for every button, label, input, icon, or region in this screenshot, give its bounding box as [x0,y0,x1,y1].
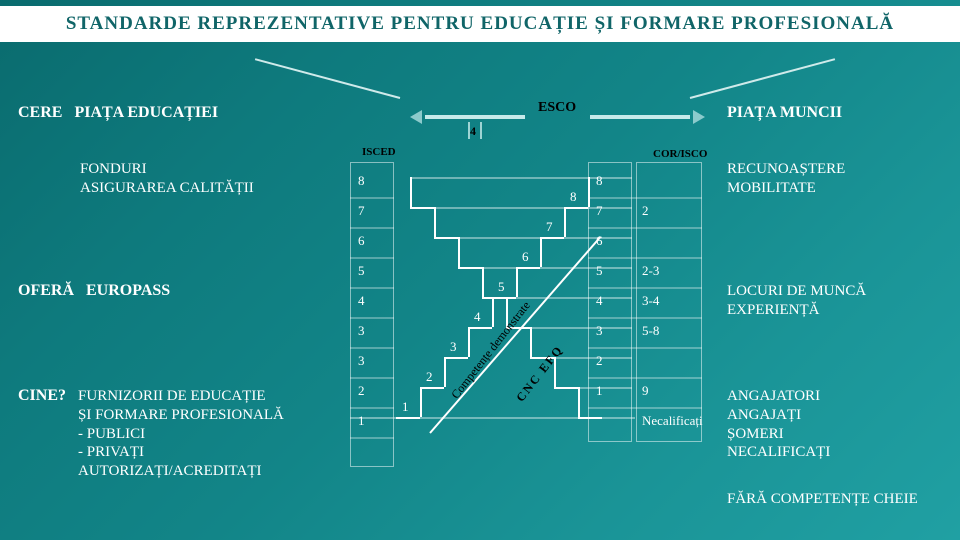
fan-line [690,58,835,99]
cor-mapping: 5-8 [642,323,659,339]
arrow4-shaft-l [468,122,470,139]
small-4-label: 4 [470,124,476,139]
isced-label: ISCED [362,146,396,158]
isced-level: 1 [358,413,365,429]
efq-level: 4 [596,293,603,309]
isced-level: 7 [358,203,365,219]
cor-mapping: 2 [642,203,649,219]
cor-isco-label: COR/ISCO [653,148,707,160]
isced-level: 5 [358,263,365,279]
page-title: STANDARDE REPREZENTATIVE PENTRU EDUCAȚIE… [0,6,960,42]
efq-level: 7 [596,203,603,219]
fara-competente: FĂRĂ COMPETENȚE CHEIE [727,490,942,509]
staircase: 8765433218765432122-33-45-89Necalificați… [350,177,705,507]
isced-level: 6 [358,233,365,249]
isced-level: 3 [358,323,365,339]
isced-level: 3 [358,353,365,369]
efq-level: 3 [596,323,603,339]
efq-level: 1 [596,383,603,399]
cine-block: CINE? FURNIZORII DE EDUCAȚIE ȘI FORMARE … [18,387,348,481]
cor-mapping: 3-4 [642,293,659,309]
ofera-heading: OFERĂ EUROPASS [18,282,348,300]
efq-level: 8 [596,173,603,189]
piata-educatiei: PIAȚA EDUCAȚIEI [74,104,218,121]
isced-level: 8 [358,173,365,189]
step-number: 3 [450,339,457,355]
esco-label: ESCO [538,100,576,116]
isced-level: 2 [358,383,365,399]
arrow4-shaft-r [480,122,482,139]
cor-mapping: 2-3 [642,263,659,279]
step-number: 8 [570,189,577,205]
efq-level: 5 [596,263,603,279]
cnc-efq-text: CNC EFQ [513,342,566,405]
angajatori-block: ANGAJATORI ANGAJAȚI ȘOMERI NECALIFICAȚI [727,387,942,462]
step-number: 7 [546,219,553,235]
cine-word: CINE? [18,387,66,404]
step-number: 5 [498,279,505,295]
furnizori-text: FURNIZORII DE EDUCAȚIE ȘI FORMARE PROFES… [78,387,284,481]
isced-level: 4 [358,293,365,309]
cor-mapping: 9 [642,383,649,399]
isced-column-box [350,162,394,467]
cor-mapping: Necalificați [642,413,703,429]
efq-level: 2 [596,353,603,369]
cere-word: CERE [18,104,62,121]
locuri-block: LOCURI DE MUNCĂ EXPERIENȚĂ [727,282,942,320]
diagram-area: ESCO 4 ISCED COR/ISCO CERE PIAȚA EDUCAȚI… [0,42,960,536]
fan-line [255,58,400,99]
recunoastere-block: RECUNOAȘTERE MOBILITATE [727,160,942,198]
step-number: 6 [522,249,529,265]
step-number: 4 [474,309,481,325]
europass-word: EUROPASS [86,282,170,299]
esco-arrow-right-tip [590,108,705,126]
step-number: 2 [426,369,433,385]
efq-column-box [588,162,632,442]
cere-heading: CERE PIAȚA EDUCAȚIEI [18,104,348,122]
diagonal-line [429,236,601,434]
ofera-word: OFERĂ [18,282,74,299]
step-number: 1 [402,399,409,415]
piata-muncii: PIAȚA MUNCII [727,104,942,122]
